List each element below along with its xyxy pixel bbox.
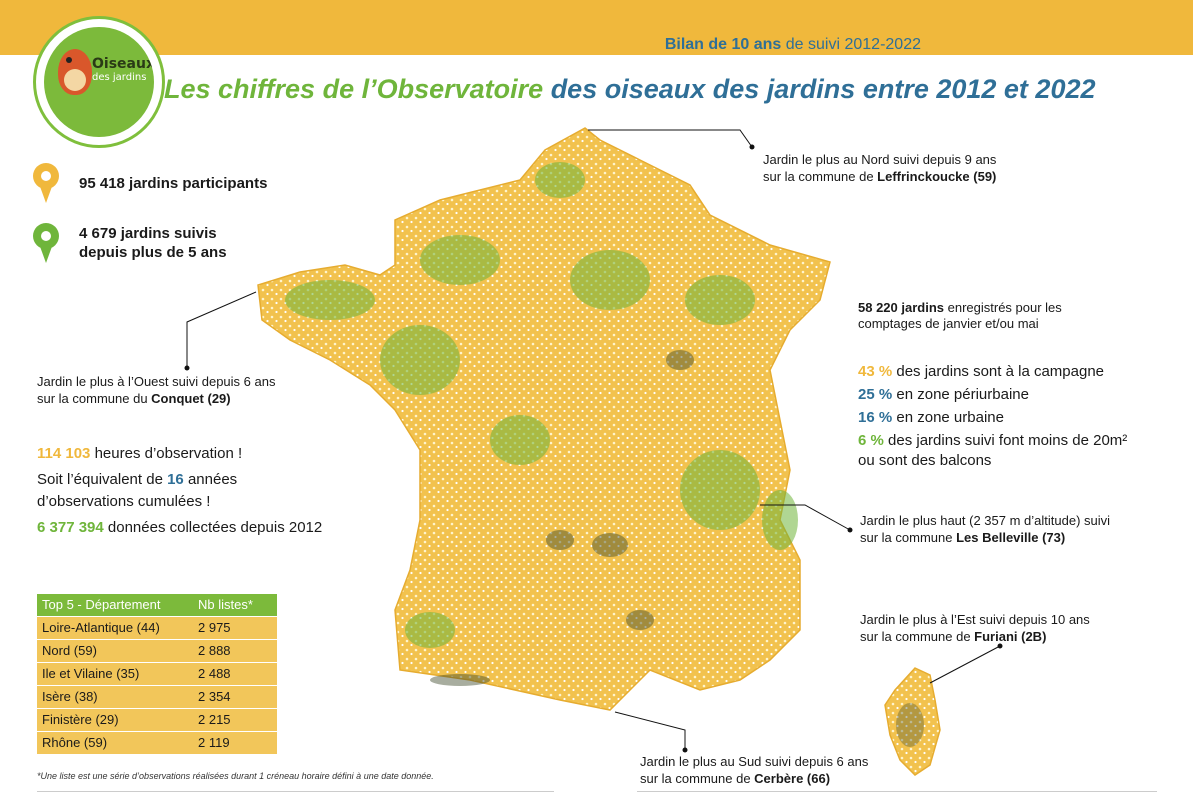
- divider-right: [637, 791, 1157, 792]
- logo-badge: Oiseaux des jardins: [44, 27, 154, 137]
- logo: Oiseaux des jardins: [33, 16, 165, 148]
- participants-text: 95 418 jardins participants: [79, 174, 268, 192]
- table-row: Nord (59) 2 888: [37, 638, 277, 662]
- bird-mascot-icon: [58, 49, 92, 95]
- lists-cell: 2 975: [193, 615, 277, 639]
- divider-left: [37, 791, 554, 792]
- page-title: Les chiffres de l’Observatoire des oisea…: [164, 74, 1096, 104]
- top5-table: Top 5 - Département Nb listes* Loire-Atl…: [37, 594, 277, 754]
- participants-stat: 95 418 jardins participants: [33, 163, 267, 203]
- department-cell: Finistère (29): [37, 707, 193, 731]
- column-header-lists: Nb listes*: [193, 594, 277, 616]
- map-pin-green-icon: [33, 223, 59, 263]
- callout-dots: [184, 144, 1003, 753]
- bird-eye: [66, 57, 72, 63]
- corsica-terrain: [896, 703, 924, 747]
- dark-terrain-patches: [430, 350, 694, 686]
- department-cell: Nord (59): [37, 638, 193, 662]
- followed-stat: 4 679 jardins suivis depuis plus de 5 ans: [33, 223, 227, 263]
- table-row: Ile et Vilaine (35) 2 488: [37, 661, 277, 685]
- table-row: Loire-Atlantique (44) 2 975: [37, 615, 277, 639]
- stat-small-gardens-line2: ou sont des balcons: [858, 452, 992, 469]
- logo-text: Oiseaux des jardins: [92, 56, 154, 83]
- mainland-france-shape: [257, 127, 831, 711]
- note-west: Jardin le plus à l’Ouest suivi depuis 6 …: [37, 374, 276, 406]
- department-cell: Loire-Atlantique (44): [37, 615, 193, 639]
- note-highest: Jardin le plus haut (2 357 m d’altitude)…: [860, 513, 1111, 545]
- note-north: Jardin le plus au Nord suivi depuis 9 an…: [763, 152, 997, 184]
- callout-lines: [186, 129, 1001, 750]
- department-cell: Ile et Vilaine (35): [37, 661, 193, 685]
- table-row: Isère (38) 2 354: [37, 684, 277, 708]
- header-subtitle: Bilan de 10 ans de suivi 2012-2022: [664, 36, 921, 53]
- footnote: *Une liste est une série d’observations …: [37, 771, 434, 781]
- lists-cell: 2 888: [193, 638, 277, 662]
- lists-cell: 2 354: [193, 684, 277, 708]
- stat-periurban: 25 % en zone périurbaine: [858, 386, 1029, 403]
- table-row: Finistère (29) 2 215: [37, 707, 277, 731]
- table-header-row: Top 5 - Département Nb listes*: [37, 594, 277, 616]
- department-cell: Rhône (59): [37, 730, 193, 754]
- stat-urban: 16 % en zone urbaine: [858, 409, 1004, 426]
- stat-small-gardens: 6 % des jardins suivi font moins de 20m²: [858, 432, 1128, 449]
- map-pin-yellow-icon: [33, 163, 59, 203]
- right-stats-block: 58 220 jardins enregistrés pour les compt…: [858, 300, 1127, 474]
- stat-countryside: 43 % des jardins sont à la campagne: [858, 363, 1104, 380]
- gardens-registered: 58 220 jardins enregistrés pour les compt…: [858, 300, 1062, 331]
- observation-hours-block: 114 103 heures d’observation ! Soit l’éq…: [37, 445, 323, 536]
- table-row: Rhône (59) 2 119: [37, 730, 277, 754]
- corsica-shape: [884, 667, 941, 776]
- lists-cell: 2 119: [193, 730, 277, 754]
- top-band: [0, 0, 1193, 55]
- lists-cell: 2 488: [193, 661, 277, 685]
- note-east: Jardin le plus à l’Est suivi depuis 10 a…: [860, 612, 1090, 644]
- followed-text: 4 679 jardins suivis depuis plus de 5 ans: [79, 225, 227, 261]
- lists-cell: 2 215: [193, 707, 277, 731]
- note-south: Jardin le plus au Sud suivi depuis 6 ans…: [640, 754, 869, 786]
- department-cell: Isère (38): [37, 684, 193, 708]
- column-header-department: Top 5 - Département: [37, 594, 193, 616]
